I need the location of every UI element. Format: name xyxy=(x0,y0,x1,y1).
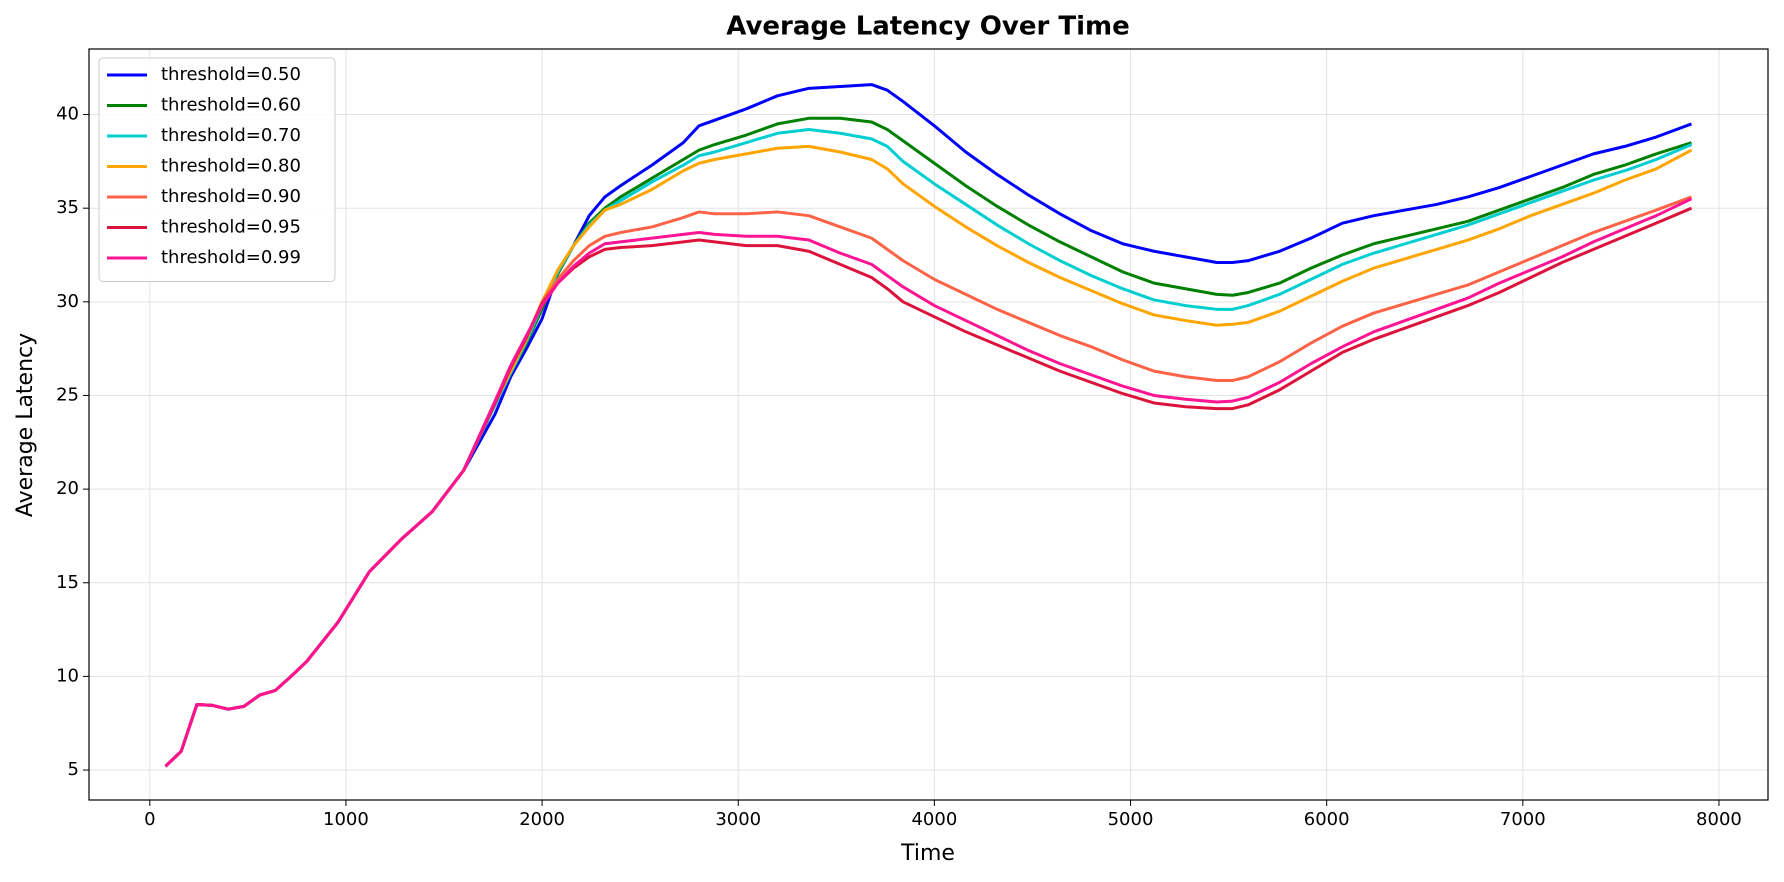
legend-label: threshold=0.90 xyxy=(161,186,301,207)
x-tick-label: 0 xyxy=(144,809,155,830)
y-tick-label: 20 xyxy=(56,478,79,499)
legend-label: threshold=0.80 xyxy=(161,156,301,177)
plot-frame xyxy=(88,48,1769,801)
legend-box xyxy=(98,57,336,282)
legend-label: threshold=0.60 xyxy=(161,95,301,116)
x-tick-label: 8000 xyxy=(1696,809,1742,830)
series-line xyxy=(164,128,1693,768)
y-tick-label: 25 xyxy=(56,384,79,405)
series-line xyxy=(164,195,1693,768)
x-tick-label: 2000 xyxy=(519,809,565,830)
y-tick-label: 35 xyxy=(56,197,79,218)
y-tick-label: 15 xyxy=(56,572,79,593)
series-line xyxy=(164,206,1693,768)
x-tick-label: 4000 xyxy=(911,809,957,830)
x-tick-label: 7000 xyxy=(1500,809,1546,830)
x-tick-label: 3000 xyxy=(715,809,761,830)
chart-title: Average Latency Over Time xyxy=(726,12,1129,42)
legend-label: threshold=0.50 xyxy=(161,64,301,85)
legend-label: threshold=0.99 xyxy=(161,247,301,268)
y-tick-label: 40 xyxy=(56,104,79,125)
x-axis-label: Time xyxy=(900,841,955,866)
y-tick-label: 10 xyxy=(56,665,79,686)
legend-label: threshold=0.70 xyxy=(161,125,301,146)
series-line xyxy=(164,116,1692,768)
y-tick-label: 30 xyxy=(56,291,79,312)
series-line xyxy=(164,144,1693,768)
legend: threshold=0.50 threshold=0.60 threshold=0.… xyxy=(98,57,336,282)
series-line xyxy=(164,197,1693,768)
series-line xyxy=(164,83,1693,768)
y-axis-label: Average Latency xyxy=(13,333,38,517)
x-tick-label: 5000 xyxy=(1108,809,1154,830)
legend-label: threshold=0.95 xyxy=(161,217,301,238)
x-tick-label: 6000 xyxy=(1304,809,1350,830)
x-tick-label: 1000 xyxy=(323,809,369,830)
y-tick-label: 5 xyxy=(68,759,79,780)
